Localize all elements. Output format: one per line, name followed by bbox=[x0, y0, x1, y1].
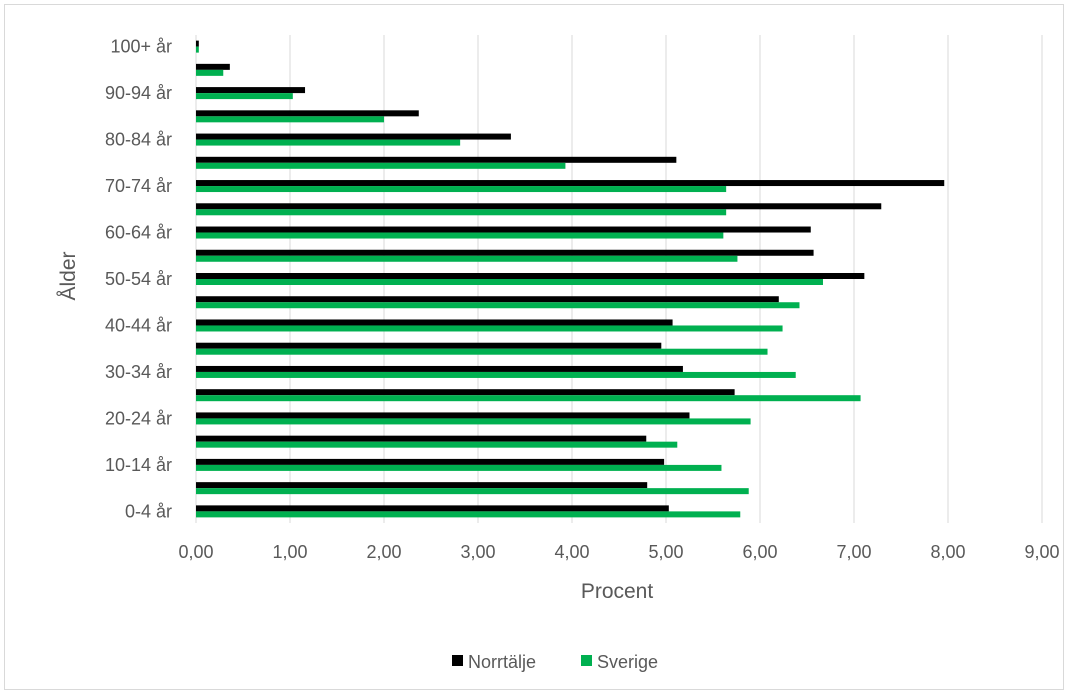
x-tick-label: 7,00 bbox=[836, 542, 871, 562]
bar-norrt-lje bbox=[196, 319, 673, 326]
bar-sverige bbox=[196, 162, 566, 169]
y-tick-label: 80-84 år bbox=[105, 130, 172, 150]
bar-norrt-lje bbox=[196, 180, 945, 187]
bar-norrt-lje bbox=[196, 342, 662, 349]
y-tick-label: 20-24 år bbox=[105, 408, 172, 428]
y-tick-label: 40-44 år bbox=[105, 315, 172, 335]
bar-sverige bbox=[196, 46, 199, 53]
x-tick-label: 5,00 bbox=[648, 542, 683, 562]
legend-label-norrtalje: Norrtälje bbox=[468, 652, 536, 672]
bar-norrt-lje bbox=[196, 389, 735, 396]
bar-norrt-lje bbox=[196, 249, 814, 256]
bar-norrt-lje bbox=[196, 482, 648, 489]
bar-sverige bbox=[196, 279, 823, 285]
bar-norrt-lje bbox=[196, 458, 665, 465]
y-tick-label: 10-14 år bbox=[105, 455, 172, 475]
bar-norrt-lje bbox=[196, 133, 511, 140]
y-tick-label: 60-64 år bbox=[105, 223, 172, 243]
bar-sverige bbox=[196, 209, 727, 216]
legend-label-sverige: Sverige bbox=[597, 652, 658, 672]
bar-norrt-lje bbox=[196, 273, 865, 279]
bar-norrt-lje bbox=[196, 63, 230, 70]
y-axis-title: Ålder bbox=[57, 251, 80, 300]
bar-norrt-lje bbox=[196, 412, 690, 419]
bar-norrt-lje bbox=[196, 365, 683, 372]
bar-sverige bbox=[196, 232, 724, 239]
bar-sverige bbox=[196, 139, 461, 146]
bar-norrt-lje bbox=[196, 435, 647, 442]
bar-sverige bbox=[196, 511, 741, 518]
bar-sverige bbox=[196, 325, 783, 332]
x-tick-label: 9,00 bbox=[1024, 542, 1059, 562]
bar-norrt-lje bbox=[196, 226, 811, 233]
bar-norrt-lje bbox=[196, 203, 882, 210]
bar-norrt-lje bbox=[196, 296, 779, 303]
bars bbox=[196, 40, 945, 518]
bar-sverige bbox=[196, 186, 727, 193]
x-tick-label: 1,00 bbox=[272, 542, 307, 562]
y-tick-label: 70-74 år bbox=[105, 176, 172, 196]
y-tick-label: 50-54 år bbox=[105, 269, 172, 289]
bar-sverige bbox=[196, 488, 749, 495]
bar-norrt-lje bbox=[196, 40, 199, 47]
legend-swatch-sverige bbox=[581, 655, 592, 666]
x-tick-label: 8,00 bbox=[930, 542, 965, 562]
legend: Norrtälje Sverige bbox=[452, 652, 658, 672]
y-tick-label: 0-4 år bbox=[125, 501, 172, 521]
bar-sverige bbox=[196, 464, 722, 471]
x-axis-ticks: 0,00 1,00 2,00 3,00 4,00 5,00 6,00 7,00 8,00 9,00 bbox=[178, 542, 1059, 562]
bar-sverige bbox=[196, 93, 293, 100]
bar-sverige bbox=[196, 371, 796, 378]
y-axis-ticks: 0-4 år 10-14 år 20-24 år 30-34 år 40-44 år 50… bbox=[105, 37, 172, 522]
bar-sverige bbox=[196, 116, 384, 123]
bar-sverige bbox=[196, 418, 751, 425]
x-tick-label: 4,00 bbox=[554, 542, 589, 562]
bar-sverige bbox=[196, 441, 678, 448]
x-tick-label: 2,00 bbox=[366, 542, 401, 562]
y-tick-label: 30-34 år bbox=[105, 362, 172, 382]
bar-sverige bbox=[196, 348, 768, 355]
legend-swatch-norrtalje bbox=[452, 655, 463, 666]
y-tick-label: 100+ år bbox=[110, 37, 172, 57]
x-axis-title: Procent bbox=[581, 580, 654, 603]
bar-norrt-lje bbox=[196, 505, 669, 512]
bar-sverige bbox=[196, 69, 224, 76]
bar-sverige bbox=[196, 395, 861, 402]
bar-norrt-lje bbox=[196, 156, 677, 163]
y-tick-label: 90-94 år bbox=[105, 83, 172, 103]
x-tick-label: 0,00 bbox=[178, 542, 213, 562]
bar-sverige bbox=[196, 255, 738, 262]
x-tick-label: 6,00 bbox=[742, 542, 777, 562]
x-tick-label: 3,00 bbox=[460, 542, 495, 562]
bar-sverige bbox=[196, 302, 800, 309]
bar-norrt-lje bbox=[196, 110, 419, 117]
bar-norrt-lje bbox=[196, 87, 306, 94]
